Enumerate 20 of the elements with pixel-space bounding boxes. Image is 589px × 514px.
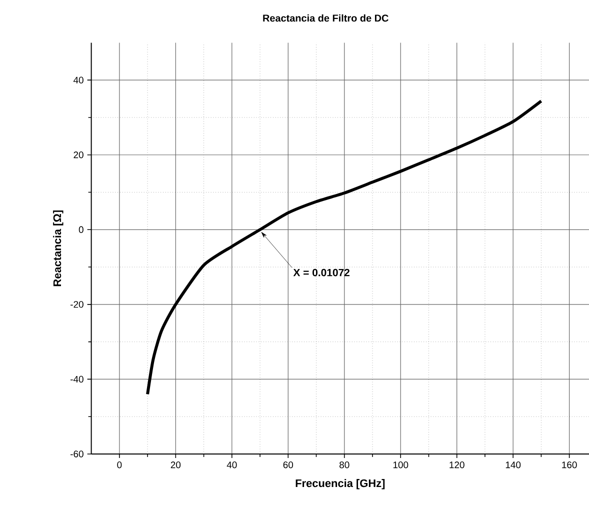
x-tick-label: 80 [340, 462, 350, 468]
annotation: X = 0.01072 [293, 268, 350, 276]
y-tick-label: -20 [70, 301, 84, 308]
chart-title: Reactancia de Filtro de DC [263, 14, 388, 22]
y-tick-label: -40 [70, 376, 84, 383]
y-tick-label: 40 [73, 76, 84, 84]
x-tick-label: 120 [450, 462, 464, 468]
y-tick-label: -60 [70, 450, 84, 458]
x-tick-label: 160 [562, 462, 577, 468]
x-tick-label: 0 [117, 462, 122, 468]
x-tick-label: 100 [393, 462, 408, 468]
x-tick-label: 140 [506, 462, 521, 468]
line-series [146, 100, 543, 396]
y-tick-label: 0 [78, 226, 84, 233]
x-axis-title: Frecuencia [GHz] [296, 479, 385, 490]
x-tick-label: 40 [226, 462, 237, 468]
y-tick-label: 20 [74, 152, 84, 158]
x-tick-label: 20 [170, 462, 181, 468]
y-axis-title: Reactancia [Ω] [53, 210, 64, 286]
x-tick-label: 60 [283, 462, 294, 468]
